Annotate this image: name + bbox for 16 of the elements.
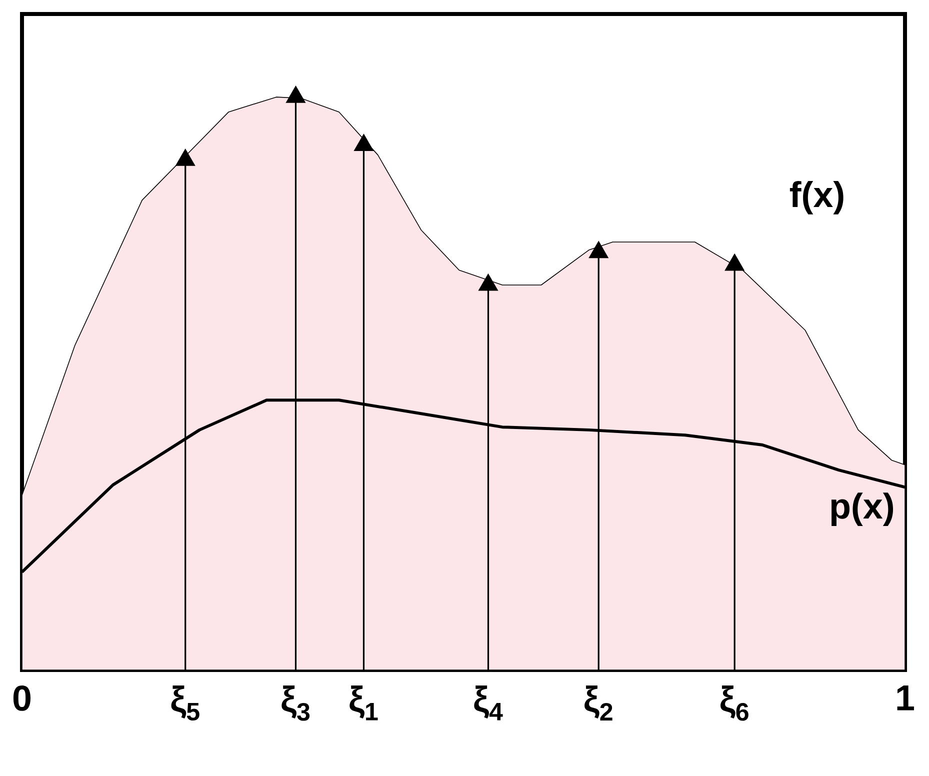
- point: [478, 274, 498, 291]
- annotation: ξ$_{6}$: [720, 686, 748, 721]
- point: [354, 134, 374, 151]
- x-tick-label: 1: [897, 686, 914, 710]
- series-label: p(x): [831, 492, 894, 526]
- annotation: ξ$_{1}$: [350, 686, 378, 720]
- x-tick-label: 0: [13, 686, 30, 711]
- point: [725, 254, 744, 271]
- point: [176, 149, 195, 166]
- annotation: ξ$_{2}$: [584, 686, 612, 720]
- point: [286, 86, 306, 103]
- point: [589, 242, 608, 258]
- text: f(x): [790, 180, 844, 214]
- annotation: ξ$_{4}$: [474, 686, 503, 720]
- annotation: ξ$_{5}$: [171, 686, 200, 720]
- annotation: ξ$_{3}$: [282, 686, 310, 721]
